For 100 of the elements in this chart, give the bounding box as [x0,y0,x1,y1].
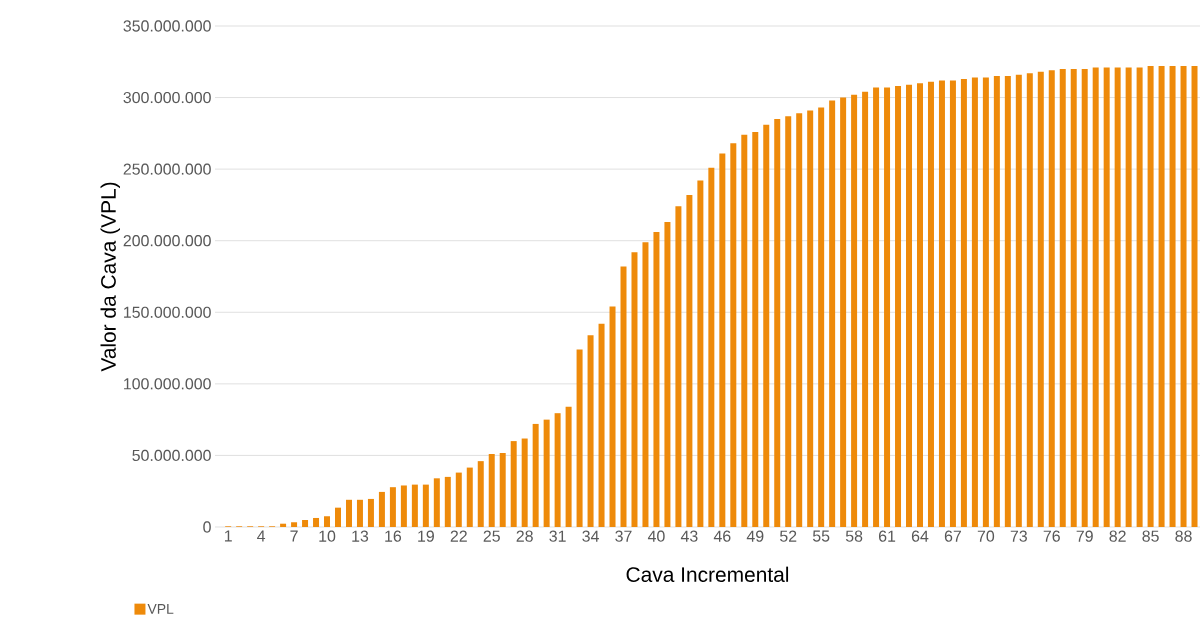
bar [1048,70,1055,527]
bar [642,242,649,527]
bar [1081,68,1088,527]
bar [1015,74,1022,527]
bar [664,222,671,527]
bar [708,167,715,527]
bar [895,86,902,527]
x-tick-label: 79 [1076,530,1093,542]
x-tick-label: 7 [290,530,298,542]
bar [1114,67,1121,527]
bar [686,194,693,527]
bar [873,87,880,527]
x-tick-label: 10 [319,530,336,542]
bar [389,487,396,527]
bar [620,266,627,527]
bar [554,413,561,527]
x-tick-label: 61 [879,530,896,542]
x-tick-label: 64 [911,530,929,542]
bar [916,83,923,527]
bar [1059,68,1066,527]
x-tick-label: 85 [1142,530,1159,542]
bar [752,131,759,527]
bar [302,519,309,527]
bar [466,467,473,527]
x-tick-label: 52 [780,530,797,542]
x-tick-label: 40 [647,530,665,542]
bar [949,80,956,527]
bar [840,97,847,527]
bar [829,100,836,527]
bar [400,485,407,527]
x-tick-label: 49 [746,530,764,542]
bar [609,306,616,527]
bar [971,77,978,527]
y-tick-label: 100.000.000 [124,378,211,390]
bar [741,134,748,527]
x-tick-label: 73 [1010,530,1027,542]
bar [532,423,539,527]
x-tick-label: 4 [257,530,266,542]
bar [1125,67,1132,527]
bar [851,94,858,527]
bar [862,91,869,527]
x-tick-label: 13 [352,530,369,542]
x-tick-label: 70 [977,530,995,542]
bar [499,452,506,527]
bar [1026,73,1033,527]
bar [697,180,704,527]
bar [818,107,825,527]
bar [763,124,770,527]
bar [774,119,781,527]
x-tick-label: 82 [1109,530,1126,542]
bar [675,206,682,527]
x-tick-label: 19 [418,530,434,542]
x-tick-label: 76 [1043,530,1060,542]
bar [543,419,550,527]
bar [796,113,803,527]
bar [422,484,429,527]
legend-label: VPL [147,604,174,614]
y-tick-label: 0 [203,521,211,533]
y-tick-label: 300.000.000 [123,91,211,104]
bar [884,87,891,527]
bar [598,323,605,527]
bar [367,498,374,527]
bar [356,499,363,527]
x-tick-label: 55 [812,530,830,542]
bar [631,252,638,527]
y-tick-label: 200.000.000 [123,235,211,247]
bar [1070,68,1077,527]
bar [378,491,385,527]
x-tick-label: 67 [944,530,961,542]
bar [1147,66,1154,527]
bar [433,478,440,527]
x-tick-label: 37 [615,530,632,542]
x-tick-label: 58 [845,530,863,542]
x-tick-label: 46 [713,530,731,542]
bar [730,143,737,527]
bar [1136,67,1143,527]
bar [906,84,913,527]
bar [938,80,945,527]
bar [291,522,298,527]
x-tick-label: 31 [549,530,566,542]
bar [993,76,1000,527]
bar [1158,66,1165,527]
bar [1180,66,1187,527]
x-tick-label: 88 [1175,530,1192,542]
bar [982,77,989,527]
x-tick-label: 25 [483,530,500,542]
y-tick-label: 150.000.000 [124,306,211,318]
bar [1037,71,1044,527]
bar [280,523,287,527]
y-axis-title: Valor da Cava (VPL) [100,182,120,372]
bar [927,81,934,527]
bar [1103,67,1110,527]
x-tick-label: 22 [450,530,467,542]
bar [444,476,451,527]
bar [313,517,320,527]
bar [1092,67,1099,527]
x-tick-label: 28 [516,530,533,542]
bar [411,484,418,527]
bar [1169,66,1176,527]
bar [719,153,726,527]
